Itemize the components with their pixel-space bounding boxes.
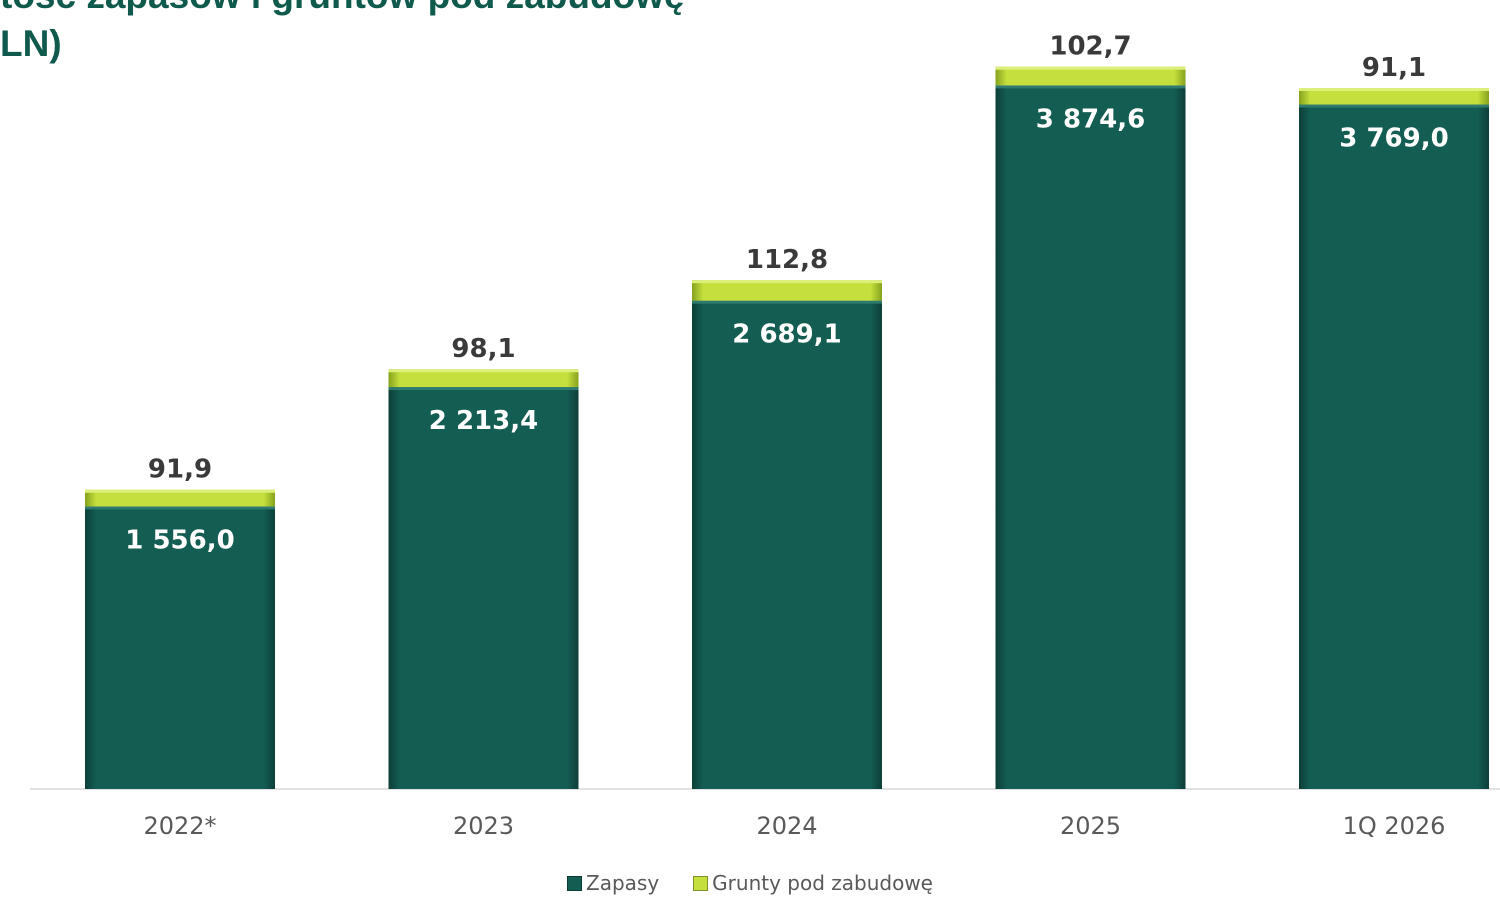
data-label-grunty: 112,8 <box>746 245 828 275</box>
bar-grunty <box>995 66 1186 86</box>
bar-zapasy-bevel <box>388 387 579 391</box>
bars-group: 1 556,0 91,9 2022* 2 213,4 98,1 2023 2 689,1 11… <box>85 32 1489 840</box>
data-label-zapasy: 2 213,4 <box>429 406 538 436</box>
bar-zapasy <box>995 85 1186 790</box>
x-tick-label: 2023 <box>453 812 514 840</box>
bar-grunty-bevel <box>388 369 579 373</box>
x-tick-label: 2024 <box>756 812 817 840</box>
data-label-grunty: 102,7 <box>1049 32 1131 62</box>
data-label-zapasy: 2 689,1 <box>732 320 841 350</box>
bar-grunty <box>85 489 275 507</box>
bar-zapasy <box>85 506 275 789</box>
bar-zapasy-bevel <box>692 300 882 304</box>
bar-zapasy-bevel <box>1299 104 1489 108</box>
bar-grunty <box>1299 88 1489 105</box>
chart-title-line-1: tość zapasów i gruntów pod zabudowę <box>0 0 685 20</box>
data-label-grunty: 91,1 <box>1362 53 1426 83</box>
legend-item-zapasy: Zapasy <box>567 871 659 895</box>
legend-label-zapasy: Zapasy <box>586 871 660 895</box>
bar-grunty <box>388 369 579 388</box>
data-label-grunty: 91,9 <box>148 455 212 485</box>
data-label-zapasy: 1 556,0 <box>125 525 234 555</box>
bar-zapasy-bevel <box>85 506 275 510</box>
legend-swatch-zapasy <box>567 875 582 891</box>
x-tick-label: 2025 <box>1060 812 1121 840</box>
bar-zapasy <box>692 300 882 789</box>
chart-title-line-2: LN) <box>0 23 62 64</box>
legend-swatch-grunty <box>693 875 709 891</box>
data-label-zapasy: 3 874,6 <box>1036 104 1145 134</box>
legend: Zapasy Grunty pod zabudowę <box>0 871 1500 895</box>
data-label-grunty: 98,1 <box>451 334 515 364</box>
x-tick-label: 1Q 2026 <box>1343 812 1446 840</box>
bar-zapasy <box>388 387 579 789</box>
legend-label-grunty: Grunty pod zabudowę <box>712 871 933 895</box>
bar-zapasy-bevel <box>995 85 1186 89</box>
bar-grunty-bevel <box>85 489 275 493</box>
bar-grunty-bevel <box>692 280 882 284</box>
bar-grunty <box>692 280 882 301</box>
stacked-bar-chart: 1 556,0 91,9 2022* 2 213,4 98,1 2023 2 689,1 11… <box>30 32 1500 840</box>
data-label-zapasy: 3 769,0 <box>1339 124 1448 154</box>
bar-zapasy <box>1299 104 1489 789</box>
bar-grunty-bevel <box>1299 88 1489 92</box>
chart-title: tość zapasów i gruntów pod zabudowę LN) <box>0 0 685 68</box>
x-tick-label: 2022* <box>143 812 216 840</box>
bar-grunty-bevel <box>995 66 1186 70</box>
legend-item-grunty: Grunty pod zabudowę <box>693 871 933 895</box>
